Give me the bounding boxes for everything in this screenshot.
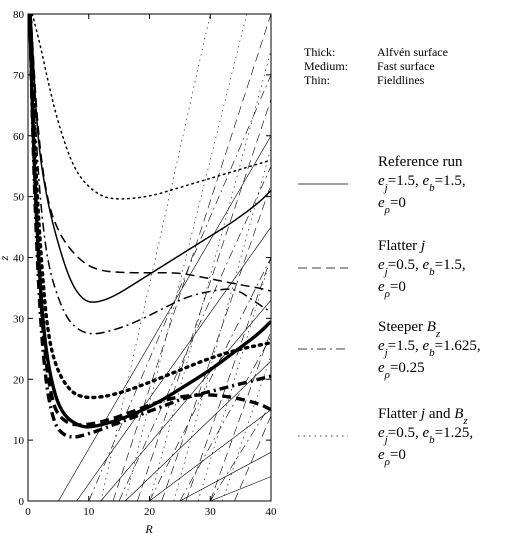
run-params: ej=0.5, eb=1.5,	[378, 257, 466, 278]
line-weight-key: Thick: Alfvén surface Medium: Fast surface T…	[304, 45, 448, 87]
y-tick-label: 60	[13, 131, 25, 143]
fieldline	[149, 409, 271, 501]
fieldline	[149, 257, 271, 501]
fieldline	[234, 415, 271, 501]
fieldline	[124, 360, 271, 501]
weight-key-label: Medium:	[304, 59, 348, 73]
y-axis-label: z	[0, 255, 11, 261]
y-tick-label: 0	[19, 496, 25, 508]
y-tick-label: 80	[13, 9, 25, 21]
fast-surface	[31, 14, 271, 200]
surfaces-layer	[28, 14, 271, 439]
fieldline	[210, 403, 271, 501]
fieldline	[58, 135, 271, 501]
fieldline	[88, 74, 271, 501]
x-ticks: 0 10 20 30 40	[25, 14, 277, 518]
fieldline	[179, 336, 271, 501]
fast-surface	[30, 14, 271, 335]
run-title: Flatter j and Bz	[378, 406, 468, 427]
run-params: eρ=0	[378, 447, 406, 468]
run-params: ej=1.5, eb=1.5,	[378, 173, 466, 194]
fieldline	[100, 299, 271, 501]
x-axis-label: R	[144, 522, 153, 536]
y-tick-label: 20	[13, 374, 25, 386]
run-params: eρ=0	[378, 195, 406, 216]
alfven-surface	[28, 14, 271, 439]
fieldline	[173, 147, 271, 501]
fast-surface	[30, 14, 271, 292]
fieldline	[197, 257, 271, 501]
fieldline	[124, 14, 247, 501]
x-tick-label: 0	[25, 506, 31, 518]
run-params: eρ=0.25	[378, 360, 425, 381]
x-tick-label: 30	[205, 506, 217, 518]
y-tick-label: 30	[13, 313, 25, 325]
fieldline	[100, 14, 211, 501]
y-tick-label: 40	[13, 253, 25, 265]
run-params: ej=0.5, eb=1.25,	[378, 425, 473, 446]
fieldline	[179, 452, 271, 501]
fieldline	[185, 257, 271, 501]
x-tick-label: 40	[266, 506, 278, 518]
y-tick-label: 70	[13, 70, 25, 82]
fieldline	[76, 226, 271, 501]
fieldline	[118, 166, 271, 501]
plot-area	[28, 14, 271, 501]
weight-key-meaning: Fieldlines	[377, 73, 425, 87]
x-tick-label: 20	[144, 506, 156, 518]
fieldline	[210, 476, 271, 501]
run-params: eρ=0	[378, 279, 406, 300]
alfven-surface	[28, 14, 271, 427]
fieldline	[210, 330, 271, 501]
fieldline	[112, 14, 271, 501]
weight-key-label: Thick:	[304, 45, 335, 59]
alfven-surface	[28, 14, 271, 400]
weight-key-meaning: Alfvén surface	[377, 45, 448, 59]
fast-surface	[30, 14, 271, 303]
plot-frame	[27, 13, 272, 502]
run-title: Steeper Bz	[378, 319, 441, 340]
weight-key-meaning: Fast surface	[377, 59, 435, 73]
fieldline	[149, 50, 271, 501]
y-tick-label: 50	[13, 192, 25, 204]
run-title: Flatter j	[378, 238, 425, 254]
run-title: Reference run	[378, 154, 463, 170]
fieldline	[137, 99, 271, 501]
run-params: ej=1.5, eb=1.625,	[378, 338, 481, 359]
y-tick-label: 10	[13, 435, 25, 447]
weight-key-label: Thin:	[304, 73, 330, 87]
y-ticks: 0 10 20 30 40 50 60 70 80	[13, 9, 271, 508]
x-tick-label: 10	[83, 506, 95, 518]
